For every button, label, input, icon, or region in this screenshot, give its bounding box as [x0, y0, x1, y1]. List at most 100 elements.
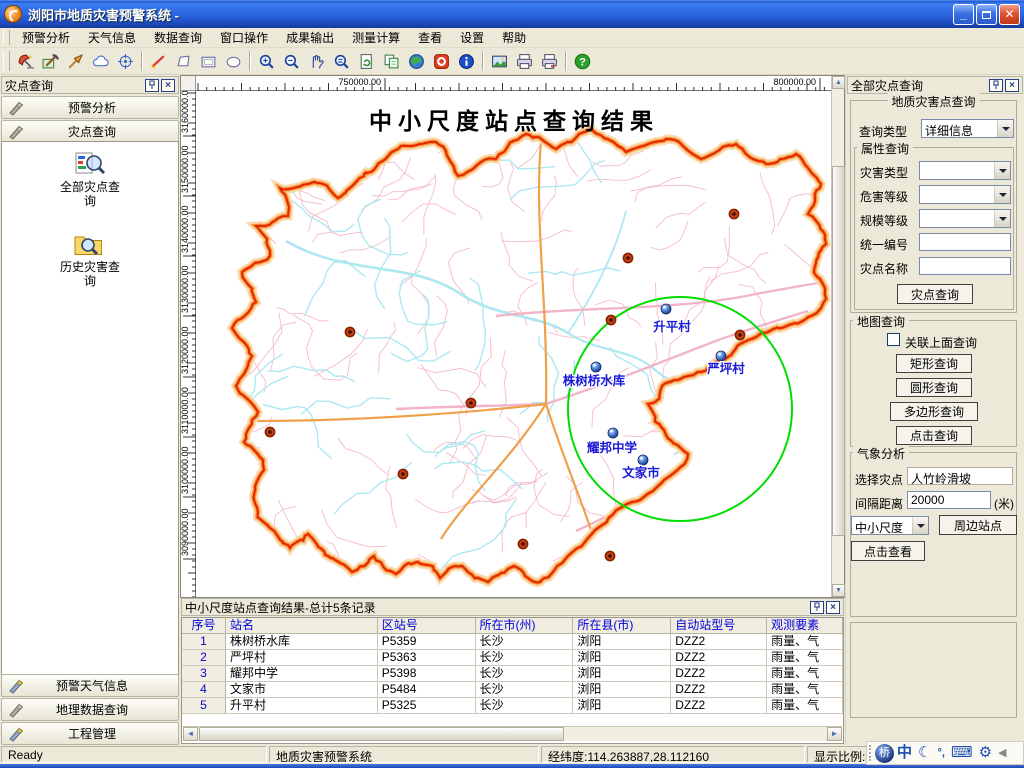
circle-query-button[interactable]: 圆形查询 [896, 378, 972, 397]
nearby-stations-button[interactable]: 周边站点 [939, 515, 1017, 535]
target-button[interactable] [113, 49, 138, 73]
copy-button[interactable] [379, 49, 404, 73]
table-row[interactable]: 5 升平村 P5325 长沙 浏阳 DZZ2 雨量、气 [182, 698, 843, 714]
station-marker[interactable] [607, 427, 619, 439]
scroll-right-icon[interactable]: ► [827, 727, 842, 741]
dart-button[interactable] [63, 49, 88, 73]
chevron-down-icon[interactable] [912, 517, 928, 534]
disaster-point-marker[interactable] [605, 314, 617, 326]
menu-item-4[interactable]: 窗口操作 [220, 31, 269, 45]
station-marker[interactable] [660, 303, 672, 315]
results-horizontal-scrollbar[interactable]: ◄ ► [183, 726, 842, 741]
column-header-1[interactable]: 序号 [182, 618, 226, 634]
chevron-down-icon[interactable] [994, 162, 1010, 179]
disaster-point-marker[interactable] [397, 468, 409, 480]
disaster-point-marker[interactable] [622, 252, 634, 264]
chevron-down-icon[interactable] [997, 120, 1013, 137]
query-type-select[interactable]: 详细信息 [921, 119, 1014, 138]
minimize-button[interactable]: _ [953, 3, 974, 25]
rect-query-button[interactable]: 矩形查询 [896, 354, 972, 373]
column-header-7[interactable]: 观测要素 [767, 618, 843, 634]
click-query-button[interactable]: 点击查询 [896, 426, 972, 445]
print-button[interactable] [512, 49, 537, 73]
table-row[interactable]: 2 严坪村 P5363 长沙 浏阳 DZZ2 雨量、气 [182, 650, 843, 666]
disaster-point-marker[interactable] [604, 550, 616, 562]
ellipse-button[interactable] [221, 49, 246, 73]
column-header-5[interactable]: 所在县(市) [573, 618, 672, 634]
help-button[interactable]: ? [570, 49, 595, 73]
ime-logo-icon[interactable]: 桥 [875, 743, 894, 763]
globe-button[interactable] [404, 49, 429, 73]
sidebar-pin-button[interactable] [145, 78, 159, 92]
line-button[interactable] [146, 49, 171, 73]
map-vertical-scrollbar[interactable]: ▲ ▼ [831, 76, 845, 597]
station-marker[interactable] [637, 454, 649, 466]
ime-fullwidth-icon[interactable]: ☾ [918, 744, 932, 761]
scroll-left-icon[interactable]: ◄ [183, 727, 198, 741]
sidebar-item-2[interactable]: 历史灾害查询 [2, 230, 178, 288]
sidebar-section-bottom-3[interactable]: 工程管理 [1, 722, 179, 745]
sidebar-item-1[interactable]: 全部灾点查询 [2, 150, 178, 208]
ime-collapse-icon[interactable]: ◀ [998, 747, 1007, 759]
toolbar-grip[interactable] [3, 50, 10, 72]
polygon-query-button[interactable]: 多边形查询 [890, 402, 978, 421]
table-row[interactable]: 3 耀邦中学 P5398 长沙 浏阳 DZZ2 雨量、气 [182, 666, 843, 682]
satellite-button[interactable] [13, 49, 38, 73]
station-marker[interactable] [715, 350, 727, 362]
horizontal-scroll-thumb[interactable] [199, 727, 564, 741]
click-view-button[interactable]: 点击查看 [851, 541, 925, 561]
ime-settings-icon[interactable]: ⚙ [978, 744, 993, 761]
unified-id-input[interactable] [919, 233, 1011, 251]
print-page-button[interactable] [537, 49, 562, 73]
info-button[interactable] [454, 49, 479, 73]
polygon-button[interactable] [171, 49, 196, 73]
disaster-point-marker[interactable] [734, 329, 746, 341]
results-close-button[interactable]: × [826, 600, 840, 614]
refresh-page-button[interactable] [354, 49, 379, 73]
sidebar-section-bottom-2[interactable]: 地理数据查询 [1, 698, 179, 721]
table-row[interactable]: 4 文家市 P5484 长沙 浏阳 DZZ2 雨量、气 [182, 682, 843, 698]
column-header-4[interactable]: 所在市(州) [475, 618, 574, 634]
query-pin-button[interactable] [989, 78, 1003, 92]
pan-button[interactable] [304, 49, 329, 73]
zoom-select-button[interactable] [329, 49, 354, 73]
stop-button[interactable] [429, 49, 454, 73]
hazard-type-select[interactable] [919, 161, 1011, 180]
scroll-down-icon[interactable]: ▼ [832, 584, 845, 597]
scale-level-select[interactable] [919, 209, 1011, 228]
link-above-checkbox[interactable] [887, 333, 900, 346]
close-button[interactable]: ✕ [999, 3, 1020, 25]
restore-button[interactable] [976, 3, 997, 25]
menu-item-7[interactable]: 查看 [418, 31, 443, 45]
disaster-point-marker[interactable] [264, 426, 276, 438]
sidebar-close-button[interactable]: × [161, 78, 175, 92]
danger-level-select[interactable] [919, 185, 1011, 204]
menu-item-8[interactable]: 设置 [460, 31, 485, 45]
map-canvas[interactable]: 升平村 严坪村 株树桥水库 耀邦中学 文家市 中小尺度站点查询结果 [196, 91, 832, 597]
scale-mode-select[interactable]: 中小尺度 [851, 516, 929, 535]
sidebar-section-2[interactable]: 灾点查询 [1, 120, 179, 143]
sidebar-section-bottom-1[interactable]: 预警天气信息 [1, 674, 179, 697]
column-header-3[interactable]: 区站号 [377, 618, 476, 634]
scroll-up-icon[interactable]: ▲ [832, 76, 845, 89]
disaster-search-button[interactable]: 灾点查询 [897, 284, 973, 304]
results-pin-button[interactable] [810, 600, 824, 614]
query-close-button[interactable]: × [1005, 78, 1019, 92]
sidebar-section-1[interactable]: 预警分析 [1, 96, 179, 119]
vertical-scroll-thumb[interactable] [832, 166, 845, 536]
menu-item-3[interactable]: 数据查询 [154, 31, 203, 45]
image-button[interactable] [487, 49, 512, 73]
menu-item-1[interactable]: 预警分析 [22, 31, 71, 45]
ime-keyboard-icon[interactable]: ⌨ [950, 744, 973, 761]
menu-item-2[interactable]: 天气信息 [88, 31, 137, 45]
site-name-input[interactable] [919, 257, 1011, 275]
disaster-point-marker[interactable] [728, 208, 740, 220]
menu-item-5[interactable]: 成果输出 [286, 31, 335, 45]
ime-language-icon[interactable]: 中 [897, 744, 913, 761]
chevron-down-icon[interactable] [994, 210, 1010, 227]
menu-item-6[interactable]: 测量计算 [352, 31, 401, 45]
disaster-point-marker[interactable] [344, 326, 356, 338]
ime-punctuation-icon[interactable]: °, [937, 747, 945, 759]
disaster-point-marker[interactable] [517, 538, 529, 550]
ime-grip[interactable] [869, 745, 873, 761]
